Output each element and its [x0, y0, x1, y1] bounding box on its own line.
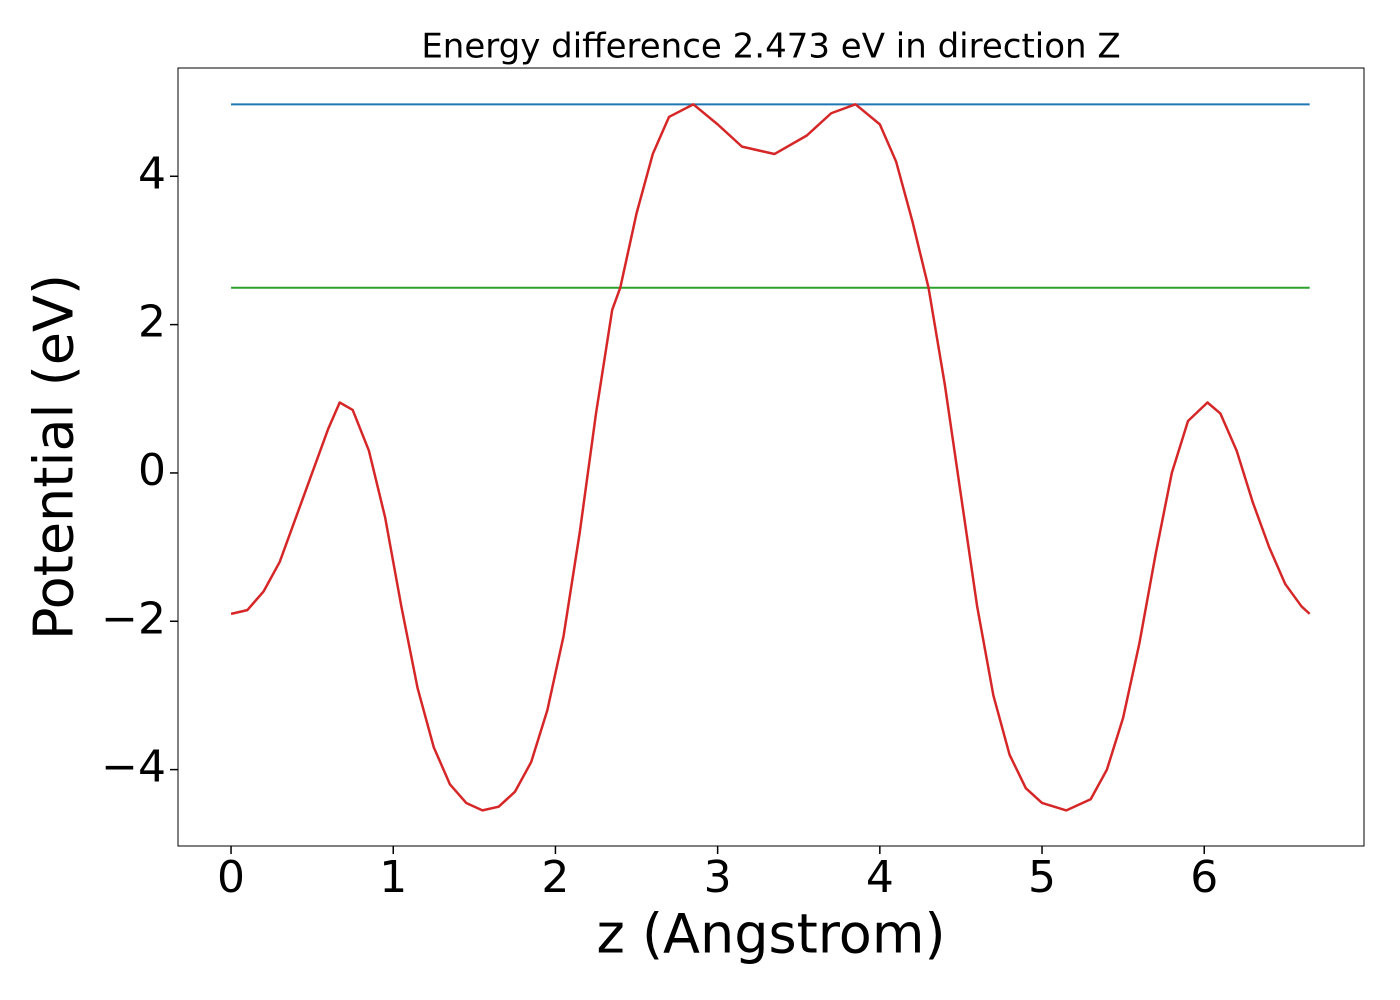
- series-line: [230, 103, 1311, 812]
- plot-frame: [177, 67, 1365, 847]
- chart-title: Energy difference 2.473 eV in direction …: [421, 27, 1120, 67]
- x-tick-label: 0: [217, 852, 245, 903]
- y-tick-label: 4: [138, 148, 166, 199]
- x-tick-label: 1: [379, 852, 407, 903]
- x-tick-label: 6: [1190, 852, 1218, 903]
- y-tick-label: −4: [101, 742, 166, 793]
- x-axis-label: z (Angstrom): [596, 903, 945, 966]
- x-tick-label: 2: [541, 852, 569, 903]
- x-tick-label: 4: [866, 852, 894, 903]
- x-tick-label: 5: [1028, 852, 1056, 903]
- y-tick-label: −2: [101, 593, 166, 644]
- y-tick-label: 2: [138, 297, 166, 348]
- y-tick-label: 0: [138, 445, 166, 496]
- x-tick-label: 3: [704, 852, 732, 903]
- y-axis-label: Potential (eV): [23, 274, 86, 640]
